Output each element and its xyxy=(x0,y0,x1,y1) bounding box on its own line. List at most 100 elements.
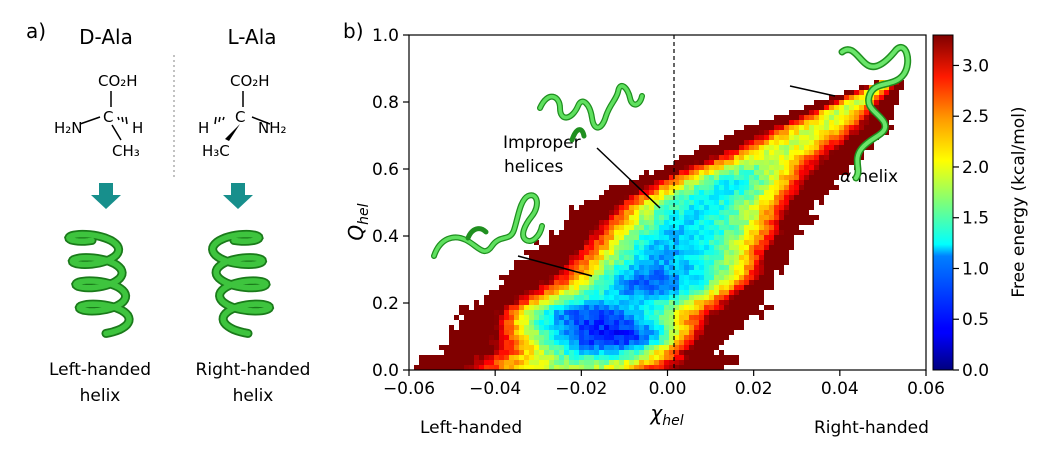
heatmap-cell xyxy=(599,300,604,305)
heatmap-cell xyxy=(584,275,589,280)
heatmap-cell xyxy=(709,355,714,360)
heatmap-cell xyxy=(684,235,689,240)
heatmap-cell xyxy=(599,235,604,240)
heatmap-cell xyxy=(679,180,684,185)
heatmap-cell xyxy=(559,250,564,255)
heatmap-cell xyxy=(439,355,444,360)
heatmap-cell xyxy=(709,350,714,355)
heatmap-cell xyxy=(754,250,759,255)
heatmap-cell xyxy=(694,295,699,300)
heatmap-cell xyxy=(694,195,699,200)
heatmap-cell xyxy=(649,210,654,215)
heatmap-cell xyxy=(639,310,644,315)
heatmap-cell xyxy=(519,365,524,370)
heatmap-cell xyxy=(719,210,724,215)
heatmap-cell xyxy=(669,180,674,185)
heatmap-cell xyxy=(649,310,654,315)
heatmap-cell xyxy=(499,320,504,325)
heatmap-cell xyxy=(489,340,494,345)
heatmap-cell xyxy=(744,265,749,270)
heatmap-cell xyxy=(624,330,629,335)
heatmap-cell xyxy=(824,110,829,115)
heatmap-cell xyxy=(549,260,554,265)
heatmap-cell xyxy=(639,360,644,365)
heatmap-cell xyxy=(529,340,534,345)
heatmap-cell xyxy=(584,335,589,340)
heatmap-cell xyxy=(509,315,514,320)
heatmap-cell xyxy=(429,360,434,365)
heatmap-cell xyxy=(779,250,784,255)
heatmap-cell xyxy=(744,295,749,300)
heatmap-cell xyxy=(664,360,669,365)
heatmap-cell xyxy=(759,135,764,140)
improper-helix-pointer-lower xyxy=(517,255,593,277)
heatmap-cell xyxy=(509,360,514,365)
heatmap-cell xyxy=(754,130,759,135)
l-ala-hash-bond xyxy=(214,116,225,125)
heatmap-cell xyxy=(689,280,694,285)
heatmap-cell xyxy=(454,330,459,335)
heatmap-cell xyxy=(599,270,604,275)
heatmap-cell xyxy=(574,310,579,315)
heatmap-cell xyxy=(634,290,639,295)
heatmap-cell xyxy=(769,160,774,165)
heatmap-cell xyxy=(544,290,549,295)
heatmap-cell xyxy=(744,135,749,140)
heatmap-cell xyxy=(669,335,674,340)
heatmap-cell xyxy=(794,170,799,175)
heatmap-cell xyxy=(689,315,694,320)
heatmap-cell xyxy=(504,290,509,295)
heatmap-cell xyxy=(724,270,729,275)
heatmap-cell xyxy=(589,300,594,305)
heatmap-cell xyxy=(709,235,714,240)
heatmap-cell xyxy=(679,220,684,225)
heatmap-cell xyxy=(569,270,574,275)
heatmap-cell xyxy=(674,355,679,360)
heatmap-cell xyxy=(699,345,704,350)
heatmap-cell xyxy=(609,340,614,345)
heatmap-cell xyxy=(564,295,569,300)
heatmap-cell xyxy=(744,140,749,145)
heatmap-cell xyxy=(889,125,894,130)
heatmap-cell xyxy=(594,310,599,315)
heatmap-cell xyxy=(864,125,869,130)
heatmap-cell xyxy=(844,90,849,95)
heatmap-cell xyxy=(664,350,669,355)
heatmap-cell xyxy=(589,245,594,250)
heatmap-cell xyxy=(669,270,674,275)
heatmap-cell xyxy=(739,195,744,200)
heatmap-cell xyxy=(779,230,784,235)
heatmap-cell xyxy=(659,265,664,270)
heatmap-cell xyxy=(634,215,639,220)
heatmap-cell xyxy=(479,350,484,355)
heatmap-cell xyxy=(444,355,449,360)
heatmap-cell xyxy=(819,115,824,120)
heatmap-cell xyxy=(714,210,719,215)
heatmap-cell xyxy=(624,190,629,195)
l-ala-hydrogen: H xyxy=(198,119,209,137)
heatmap-cell xyxy=(729,170,734,175)
heatmap-cell xyxy=(809,205,814,210)
heatmap-cell xyxy=(584,325,589,330)
heatmap-cell xyxy=(634,225,639,230)
heatmap-cell xyxy=(749,205,754,210)
heatmap-cell xyxy=(699,230,704,235)
heatmap-cell xyxy=(664,355,669,360)
heatmap-cell xyxy=(759,160,764,165)
heatmap-cell xyxy=(604,225,609,230)
heatmap-cell xyxy=(609,325,614,330)
heatmap-cell xyxy=(759,125,764,130)
heatmap-cell xyxy=(584,250,589,255)
heatmap-cell xyxy=(634,360,639,365)
heatmap-cell xyxy=(709,275,714,280)
heatmap-cell xyxy=(719,310,724,315)
heatmap-cell xyxy=(699,350,704,355)
colorbar-tick-label: 2.0 xyxy=(962,158,989,178)
heatmap-cell xyxy=(704,285,709,290)
heatmap-cell xyxy=(709,155,714,160)
heatmap-cell xyxy=(819,160,824,165)
heatmap-cell xyxy=(854,95,859,100)
heatmap-cell xyxy=(709,265,714,270)
heatmap-cell xyxy=(679,270,684,275)
heatmap-cell xyxy=(729,330,734,335)
